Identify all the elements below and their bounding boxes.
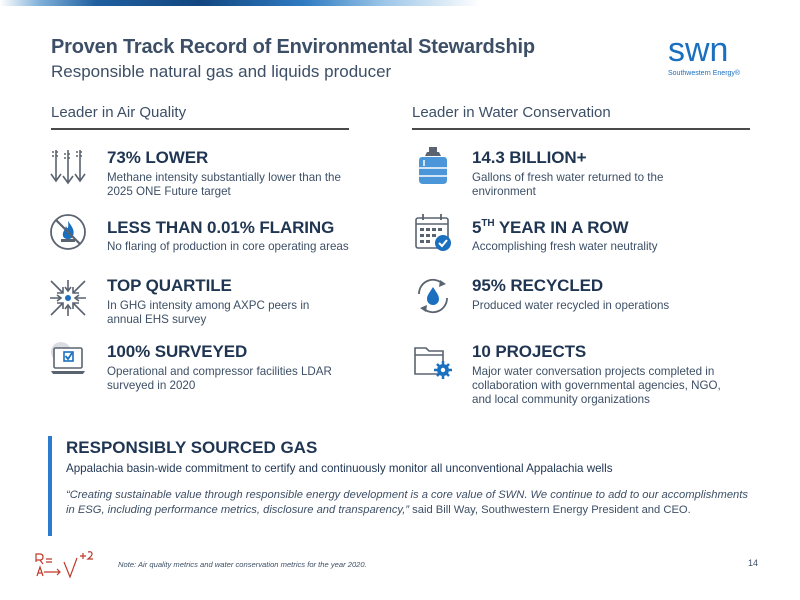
air-item-1-title: 73% LOWER [107,148,209,167]
air-item-3-title: TOP QUARTILE [107,276,232,295]
water-item-2-title-sup: TH [481,218,495,229]
folder-gear-icon [414,347,452,379]
laptop-check-icon [51,342,85,374]
page-subtitle: Responsible natural gas and liquids prod… [51,62,392,81]
water-item-2-title: 5TH YEAR IN A ROW [472,218,629,238]
band-subtitle: Appalachia basin-wide commitment to cert… [66,462,613,475]
top-gradient-bar [0,0,800,6]
air-item-1-desc: Methane intensity substantially lower th… [107,171,341,198]
water-item-2-title-rest: YEAR IN A ROW [494,218,629,237]
water-conservation-heading: Leader in Water Conservation [412,104,611,121]
water-conservation-rule [412,128,750,130]
water-item-1-title: 14.3 BILLION+ [472,148,587,167]
swn-logo: swn Southwestern Energy® [664,32,764,82]
methane-arrows-icon [50,150,86,185]
page-number: 14 [748,558,759,568]
air-item-2-title: LESS THAN 0.01% FLARING [107,218,335,237]
water-item-1-desc: Gallons of fresh water returned to the e… [472,171,664,198]
logo-tagline: Southwestern Energy® [668,70,741,77]
air-item-2-desc: No flaring of production in core operati… [107,240,349,253]
air-quality-heading: Leader in Air Quality [51,104,187,121]
ceo-quote: “Creating sustainable value through resp… [66,488,756,518]
air-item-3-desc: In GHG intensity among AXPC peers in ann… [107,299,310,326]
water-item-2-title-num: 5 [472,218,482,237]
band-accent-bar [48,436,52,536]
water-item-4-title: 10 PROJECTS [472,342,587,361]
air-item-4-desc: Operational and compressor facilities LD… [107,365,332,392]
water-item-2-desc: Accomplishing fresh water neutrality [472,240,658,253]
water-item-4-desc: Major water conversation projects comple… [472,365,721,406]
quote-attribution: said Bill Way, Southwestern Energy Presi… [409,504,691,516]
logo-wordmark: swn [668,31,729,69]
footer-note: Note: Air quality metrics and water cons… [118,560,367,569]
calendar-check-icon [415,214,451,251]
rv-logo-icon [35,551,93,579]
recycle-drop-icon [418,278,448,314]
water-item-3-desc: Produced water recycled in operations [472,299,670,312]
page-title: Proven Track Record of Environmental Ste… [51,36,535,58]
water-jug-icon [419,147,447,184]
air-quality-rule [51,128,349,130]
water-item-3-title: 95% RECYCLED [472,276,604,295]
compress-arrows-icon [50,280,86,316]
quote-text: “Creating sustainable value through resp… [66,489,748,516]
air-item-4-title: 100% SURVEYED [107,342,248,361]
no-flaring-icon [50,214,86,250]
band-title: RESPONSIBLY SOURCED GAS [66,438,318,457]
